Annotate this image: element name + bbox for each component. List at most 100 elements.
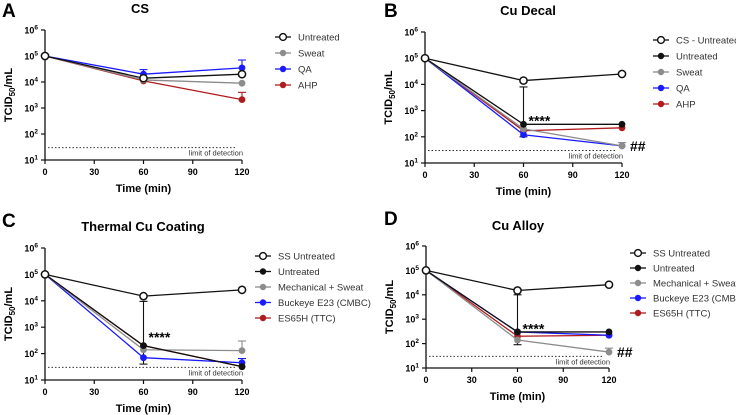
legend-marker [634,264,642,272]
panel-c: C Thermal Cu Coating 101 102 103 104 105 106 0 30… [2,211,371,415]
x-tick-label: 30 [89,387,99,397]
legend-marker [634,294,642,302]
x-tick-label: 120 [601,375,616,385]
y-tick-label: 101 [24,155,38,166]
data-point [40,51,50,61]
panel-letter: B [384,1,398,22]
data-point [519,76,528,85]
data-point [140,342,147,350]
legend-label: Sweat [676,68,703,79]
legend-label: Mechanical + Sweat [653,279,736,290]
x-tick-label: 30 [89,167,99,177]
x-tick-label: 30 [467,375,477,385]
limit-of-detection-label: limit of detection [556,357,610,366]
data-point [420,53,430,63]
legend-label: ES65H (TTC) [653,309,711,320]
legend-marker [634,279,642,287]
x-tick-label: 90 [558,375,568,385]
y-tick-label: 104 [404,79,418,90]
legend-item: Untreated [653,52,718,63]
data-point [237,285,247,295]
data-point [618,120,626,128]
legend-item: Sweat [275,49,325,60]
legend-marker [657,52,665,60]
legend-label: Untreated [298,33,340,44]
y-tick-label: 105 [404,53,418,64]
legend-marker [656,35,666,45]
legend-item: CS - Untreated [653,36,736,47]
legend-item: SS Untreated [630,249,710,260]
legend-label: Untreated [278,267,320,278]
legend-marker [278,32,288,42]
panel-title: Cu Alloy [492,218,545,233]
x-tick-label: 90 [188,167,198,177]
legend-label: Mechanical + Sweat [278,283,364,294]
significance-annotation: ## [617,344,633,360]
panel-b: B Cu Decal 101 102 103 104 105 106 0 30 60 90 120 Tim… [383,1,736,198]
y-axis-label: TCID50/mL [3,287,17,341]
y-axis-label: TCID50/mL [384,280,398,334]
data-point [513,286,522,295]
data-point [617,69,627,79]
legend-item: SS Untreated [255,252,335,263]
data-point [605,328,613,336]
data-point [139,291,148,301]
y-tick-label: 101 [24,375,38,386]
y-tick-label: 103 [405,314,419,325]
data-point [40,270,50,279]
y-tick-label: 104 [24,295,38,306]
x-tick-label: 0 [423,375,428,385]
limit-of-detection-label: limit of detection [569,151,623,160]
legend-item: Buckeye E23 (CMBC) [255,298,371,309]
data-point [238,79,246,87]
legend-label: Untreated [653,264,695,275]
x-tick-label: 90 [188,387,198,397]
y-axis-label: TCID50/mL [3,68,17,122]
panel-title: Thermal Cu Coating [81,219,205,234]
y-tick-label: 103 [24,322,38,333]
data-point [238,96,246,104]
legend-label: Buckeye E23 (CMBC) [278,298,371,309]
legend-label: SS Untreated [653,249,710,260]
legend-marker [259,314,267,322]
y-tick-label: 105 [24,51,38,62]
legend-marker [259,283,267,291]
y-tick-label: 104 [405,289,419,300]
legend-marker [279,81,287,89]
legend-marker [657,100,665,108]
legend-label: QA [676,84,690,95]
x-tick-label: 120 [614,170,629,180]
y-tick-label: 106 [404,27,418,38]
y-tick-label: 105 [405,265,419,276]
legend-item: QA [653,84,690,95]
significance-annotation: ## [630,138,646,154]
legend-label: SS Untreated [278,252,335,263]
data-point [604,280,614,290]
x-tick-label: 60 [138,387,148,397]
x-tick-label: 60 [138,167,148,177]
data-point [520,131,527,139]
panel-letter: A [2,1,16,22]
x-axis-label: Time (min) [496,186,552,198]
y-tick-label: 102 [24,348,38,359]
data-point [514,336,521,344]
y-tick-label: 102 [24,129,38,140]
panel-title: Cu Decal [500,3,556,18]
data-point [237,69,247,79]
legend-label: AHP [298,81,318,92]
legend-item: AHP [275,81,318,92]
y-tick-label: 102 [404,131,418,142]
y-tick-label: 106 [405,241,419,252]
data-point [238,64,246,72]
data-point [140,354,147,362]
significance-annotation: **** [149,329,171,345]
y-tick-label: 102 [405,338,419,349]
x-tick-label: 0 [422,170,427,180]
y-axis-label: TCID50/mL [383,70,397,124]
legend-item: Untreated [275,33,340,44]
x-tick-label: 0 [42,387,47,397]
data-point [421,266,431,275]
panel-title: CS [131,1,149,16]
legend-item: Sweat [653,68,703,79]
